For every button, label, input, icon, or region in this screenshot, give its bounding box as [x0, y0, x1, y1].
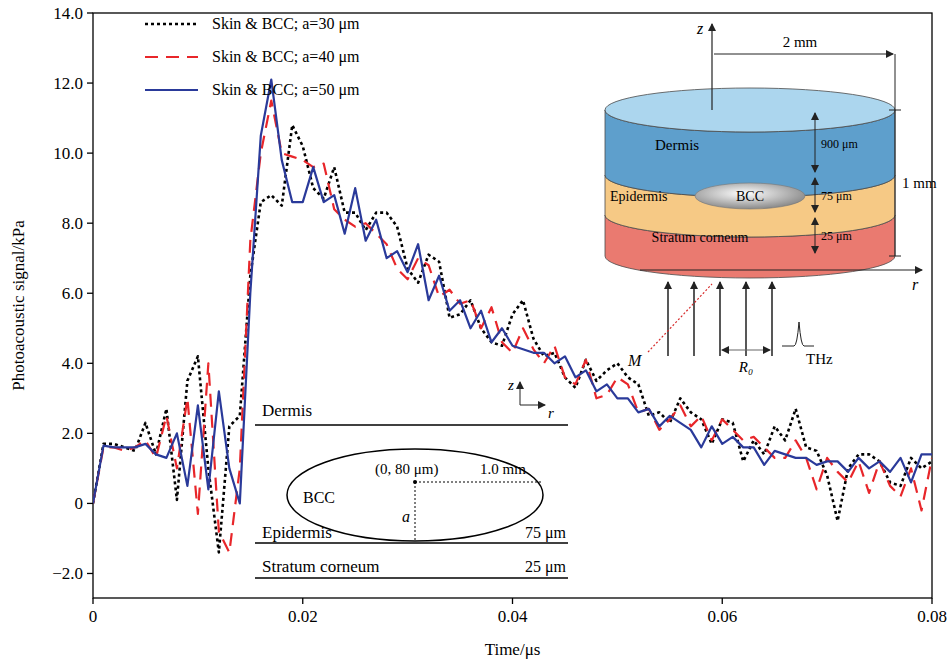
series-line: [93, 101, 932, 553]
dermis-line: [255, 424, 568, 426]
x-tick-label: 0.04: [498, 607, 528, 626]
r-arrow: [520, 405, 545, 406]
thz-arrow: [693, 282, 694, 356]
y-tick: [87, 82, 93, 83]
y-tick: [87, 503, 93, 504]
thickness-arrow: [815, 218, 816, 253]
y-tick: [87, 433, 93, 434]
stratum-line: [255, 577, 568, 579]
inset-label: Epidermis: [262, 523, 332, 542]
y-tick-label: 8.0: [62, 214, 83, 233]
thz-arrow: [667, 282, 668, 356]
legend-label: Skin & BCC; a=40 μm: [212, 48, 360, 66]
inset-label: BCC: [303, 489, 335, 506]
plot-frame: [93, 13, 932, 598]
legend-swatch: [145, 56, 198, 58]
inset-label: THz: [806, 351, 833, 367]
y-tick-label: 4.0: [62, 354, 83, 373]
background: [0, 0, 952, 663]
y-tick-label: 2.0: [62, 424, 83, 443]
thz-pulse: [782, 322, 814, 346]
thz-arrow: [771, 282, 772, 356]
inset-label: M: [627, 352, 643, 369]
x-tick-label: 0.06: [707, 607, 737, 626]
chart: 0 0.02 0.04 0.06 0.08 −2.0 0 2.0 4.0 6.0 8.0 10.0 12…: [0, 0, 952, 663]
series-group: [93, 80, 932, 553]
inset-label: 1.0 mm: [480, 461, 526, 477]
y-axis-title: Photoacoustic signal/kPa: [9, 220, 28, 391]
semi-axis-line: [415, 482, 543, 483]
series-line: [93, 80, 932, 504]
x-tick: [92, 598, 93, 604]
y-tick: [87, 363, 93, 364]
inset-label: Dermis: [655, 137, 699, 153]
y-tick: [87, 12, 93, 13]
thickness-arrow: [815, 113, 816, 172]
z-arrow: [520, 382, 521, 405]
height-line: [895, 54, 896, 256]
x-tick-label: 0: [89, 607, 98, 626]
r-axis: [640, 269, 922, 270]
inset-label: BCC: [736, 189, 764, 204]
height-tick: [889, 110, 901, 111]
bcc-shape: [695, 183, 805, 209]
y-tick: [87, 293, 93, 294]
inset-label: 25 μm: [821, 229, 852, 243]
y-tick-label: 6.0: [62, 284, 83, 303]
m-leader: [648, 284, 712, 352]
x-axis-title: Time/μs: [485, 640, 541, 659]
inset-label: a: [402, 508, 410, 525]
x-tick: [512, 598, 513, 604]
y-tick: [87, 223, 93, 224]
epidermis-line: [255, 542, 568, 544]
inset-label: R₀: [738, 359, 753, 375]
inset-label: 2 mm: [783, 34, 818, 50]
radius-arrow: [714, 54, 893, 55]
top-face: [605, 88, 895, 132]
inset-label: Dermis: [262, 401, 312, 420]
legend-label: Skin & BCC; a=50 μm: [212, 81, 360, 99]
axis-letter: z: [507, 377, 514, 393]
x-tick: [931, 598, 932, 604]
y-tick: [87, 152, 93, 153]
y-tick-label: 0: [75, 494, 84, 513]
z-axis: [711, 24, 712, 110]
legend-label: Skin & BCC; a=30 μm: [212, 15, 360, 33]
inset-label: Stratum corneum: [652, 230, 749, 245]
inset-label: (0, 80 μm): [375, 461, 438, 478]
legend-swatch: [145, 23, 198, 26]
inset-label: 75 μm: [821, 189, 852, 203]
y-tick-label: 14.0: [53, 4, 83, 23]
legend-swatch: [145, 89, 198, 91]
x-tick: [302, 598, 303, 604]
y-tick-label: 10.0: [53, 144, 83, 163]
y-tick-label: 12.0: [53, 74, 83, 93]
y-tick: [87, 573, 93, 574]
y-tick-label: −2.0: [52, 564, 83, 583]
inset-label: Stratum corneum: [262, 557, 380, 576]
axis-letter: r: [912, 276, 919, 293]
inset-label: 75 μm: [525, 524, 567, 542]
x-tick: [722, 598, 723, 604]
inset-label: 900 μm: [821, 137, 858, 151]
inset-label: 1 mm: [902, 175, 937, 191]
thz-arrow: [719, 282, 720, 356]
a-line: [415, 482, 416, 541]
height-tick: [889, 256, 901, 257]
x-tick-label: 0.02: [288, 607, 318, 626]
legend: Skin & BCC; a=30 μm Skin & BCC; a=40 μm Sk…: [145, 15, 360, 99]
section-inset: Dermis z r (0, 80 μm) 1.0 mm BCC a Epidermis 75 …: [255, 377, 568, 578]
inset-label: Epidermis: [610, 189, 668, 204]
thickness-arrow: [815, 178, 816, 212]
inset-label: 25 μm: [525, 558, 567, 576]
thz-arrow: [745, 282, 746, 356]
cylinder-inset: z r 2 mm 1 mm 900 μm 75 μm 25 μm Dermis Epidermi…: [605, 20, 937, 375]
r0-arrow: [722, 349, 770, 350]
axis-letter: z: [696, 20, 704, 37]
x-tick-label: 0.08: [917, 607, 947, 626]
axis-letter: r: [548, 405, 554, 421]
